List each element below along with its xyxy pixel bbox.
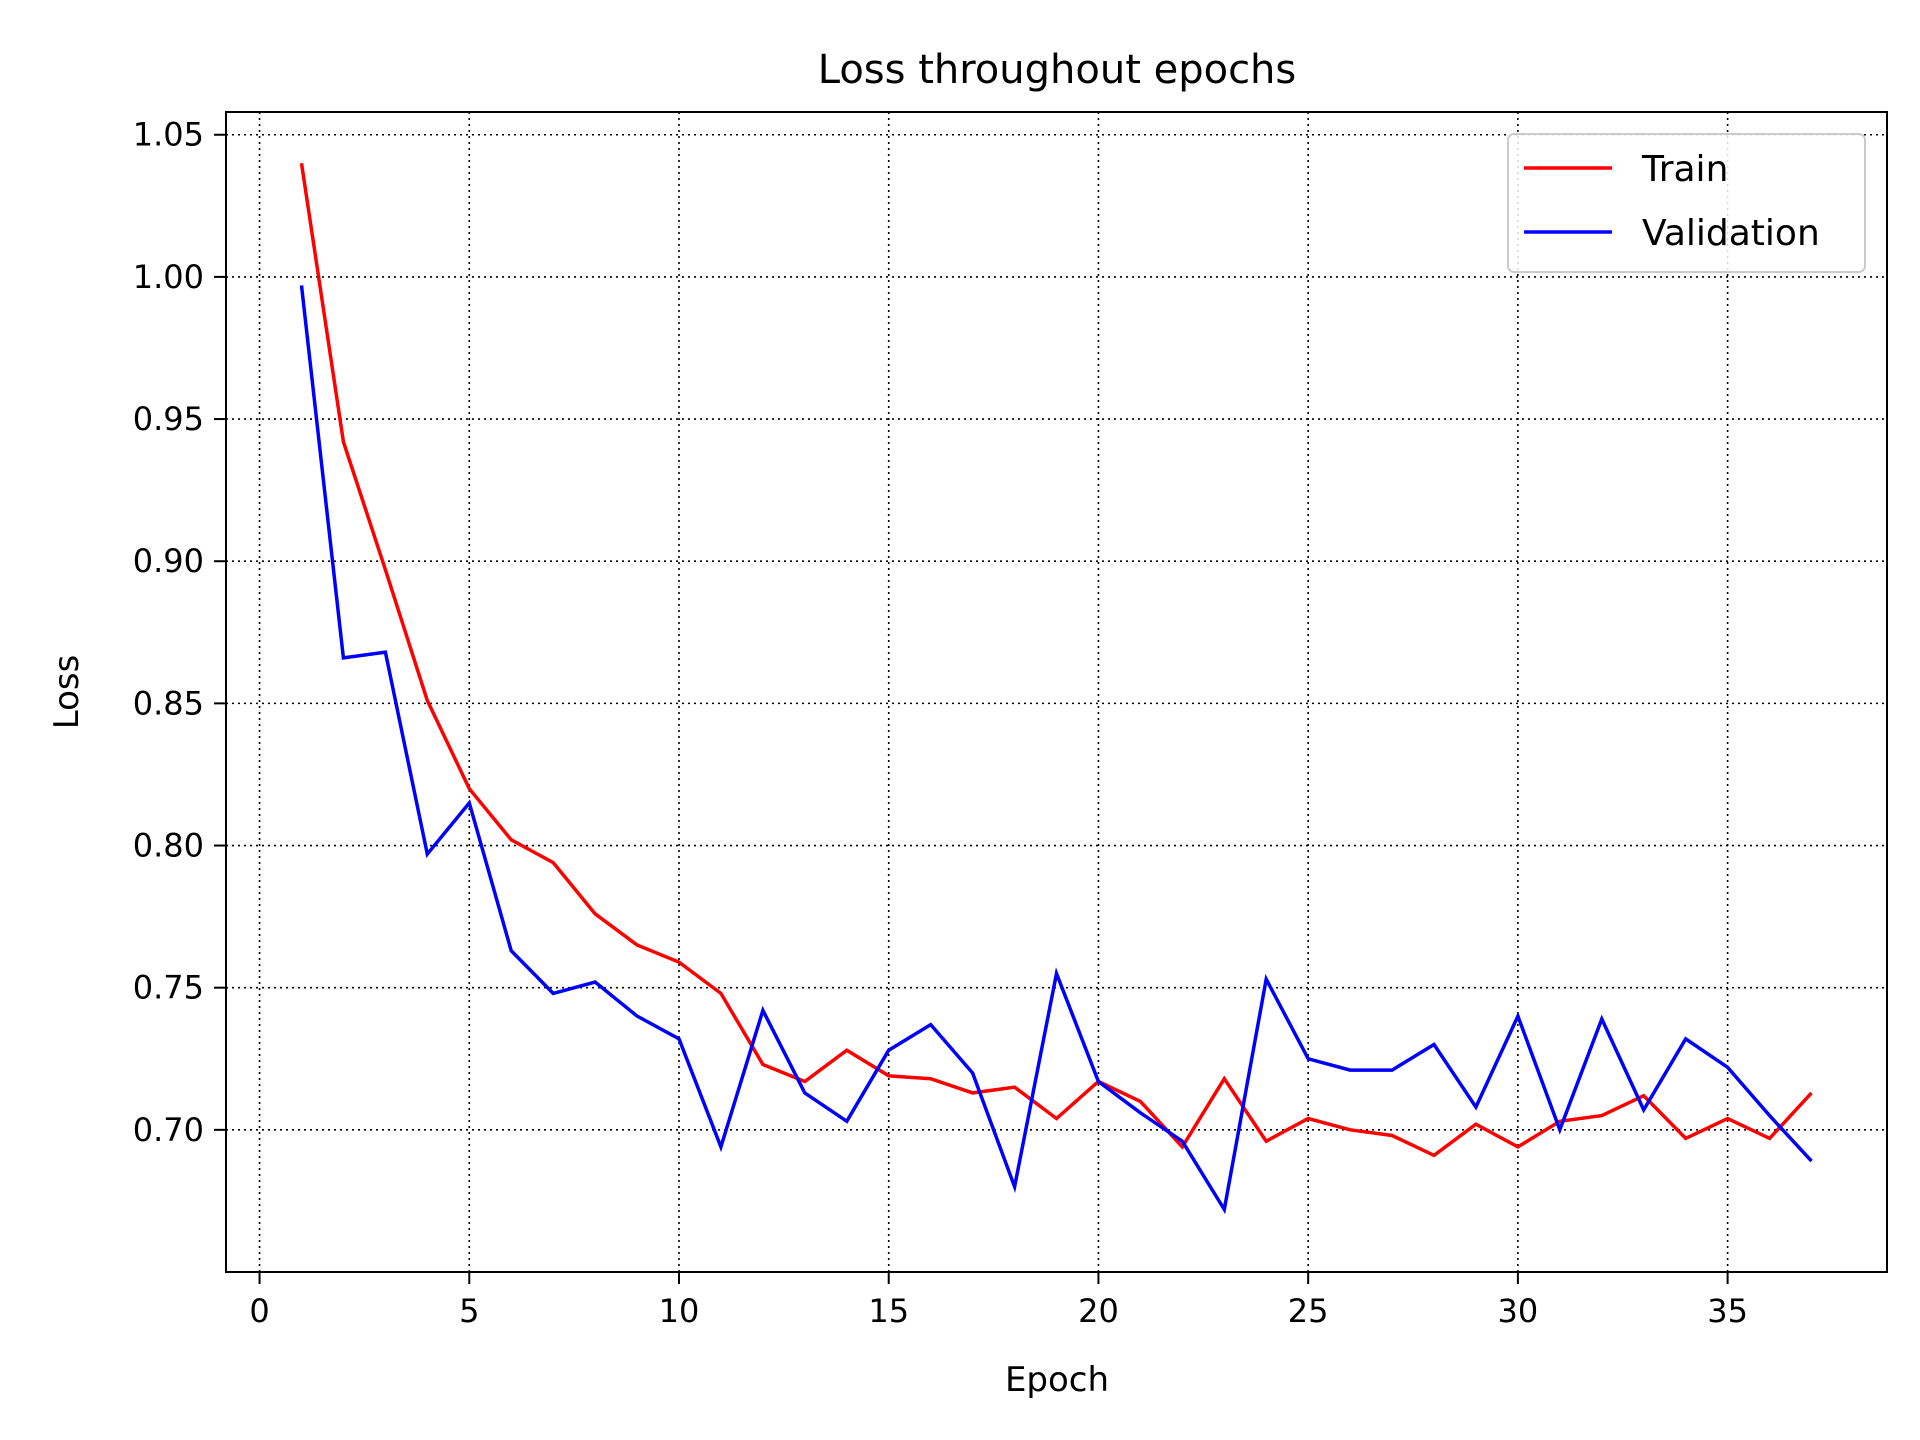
x-axis: 0 5 10 15 20 25 30 35 bbox=[249, 1272, 1748, 1330]
y-axis: 0.70 0.75 0.80 0.85 0.90 0.95 1.00 1.05 bbox=[133, 116, 226, 1149]
chart-title: Loss throughout epochs bbox=[818, 47, 1297, 93]
legend-label-train: Train bbox=[1641, 149, 1728, 190]
y-tick-label: 0.75 bbox=[133, 969, 204, 1007]
x-tick-label: 35 bbox=[1707, 1292, 1748, 1330]
x-tick-label: 5 bbox=[459, 1292, 479, 1330]
series-line-validation bbox=[299, 285, 1813, 1215]
x-axis-label: Epoch bbox=[1005, 1360, 1109, 1400]
x-tick-label: 25 bbox=[1288, 1292, 1329, 1330]
y-axis-label: Loss bbox=[47, 655, 87, 730]
series-lines bbox=[299, 162, 1813, 1215]
y-tick-label: 0.80 bbox=[133, 827, 204, 865]
series-line-train bbox=[299, 162, 1813, 1158]
y-tick-label: 1.05 bbox=[133, 116, 204, 154]
legend-label-validation: Validation bbox=[1642, 213, 1820, 254]
plot-frame bbox=[225, 111, 1888, 1273]
y-tick-label: 0.90 bbox=[133, 542, 204, 580]
x-tick-label: 30 bbox=[1498, 1292, 1539, 1330]
y-tick-label: 0.70 bbox=[133, 1111, 204, 1149]
legend: Train Validation bbox=[1507, 133, 1866, 273]
x-tick-label: 10 bbox=[659, 1292, 700, 1330]
x-tick-label: 0 bbox=[249, 1292, 269, 1330]
y-tick-label: 0.85 bbox=[133, 684, 204, 722]
x-tick-label: 20 bbox=[1078, 1292, 1119, 1330]
y-tick-label: 1.00 bbox=[133, 258, 204, 296]
y-tick-label: 0.95 bbox=[133, 400, 204, 438]
x-tick-label: 15 bbox=[868, 1292, 909, 1330]
